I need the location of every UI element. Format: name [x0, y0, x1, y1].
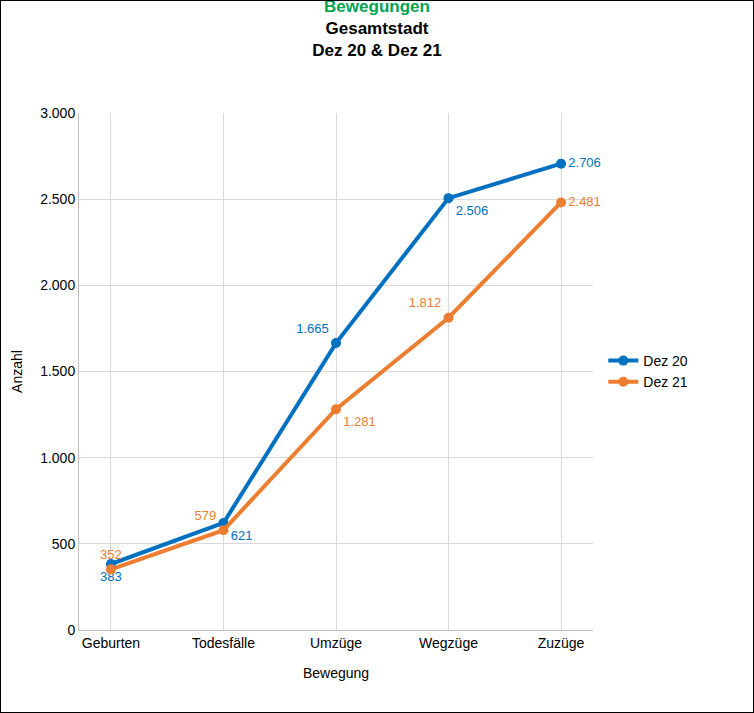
svg-text:2.481: 2.481 [568, 194, 601, 209]
svg-text:3.000: 3.000 [40, 105, 75, 121]
svg-text:Dez 21: Dez 21 [643, 374, 688, 390]
svg-text:579: 579 [195, 508, 217, 523]
svg-text:Zuzüge: Zuzüge [538, 635, 585, 651]
svg-text:1.500: 1.500 [40, 363, 75, 379]
svg-text:1.812: 1.812 [409, 295, 442, 310]
svg-text:BewegungenGesamtstadtDez 20 &: BewegungenGesamtstadtDez 20 & Dez 21 [312, 1, 441, 60]
svg-text:Bewegung: Bewegung [303, 665, 369, 681]
svg-text:500: 500 [52, 536, 76, 552]
svg-text:Anzahl: Anzahl [9, 350, 25, 393]
svg-text:2.506: 2.506 [456, 203, 489, 218]
svg-text:383: 383 [100, 569, 122, 584]
svg-text:Geburten: Geburten [82, 635, 140, 651]
svg-text:2.500: 2.500 [40, 191, 75, 207]
svg-text:1.000: 1.000 [40, 450, 75, 466]
svg-text:1.665: 1.665 [296, 321, 329, 336]
svg-text:352: 352 [100, 547, 122, 562]
svg-text:Wegzüge: Wegzüge [419, 635, 478, 651]
svg-text:1.281: 1.281 [343, 414, 376, 429]
svg-text:621: 621 [231, 528, 253, 543]
svg-text:2.000: 2.000 [40, 277, 75, 293]
svg-text:2.706: 2.706 [568, 155, 601, 170]
svg-text:Todesfälle: Todesfälle [192, 635, 255, 651]
svg-text:Dez 20: Dez 20 [643, 353, 688, 369]
svg-text:Umzüge: Umzüge [310, 635, 362, 651]
svg-text:0: 0 [67, 622, 75, 638]
